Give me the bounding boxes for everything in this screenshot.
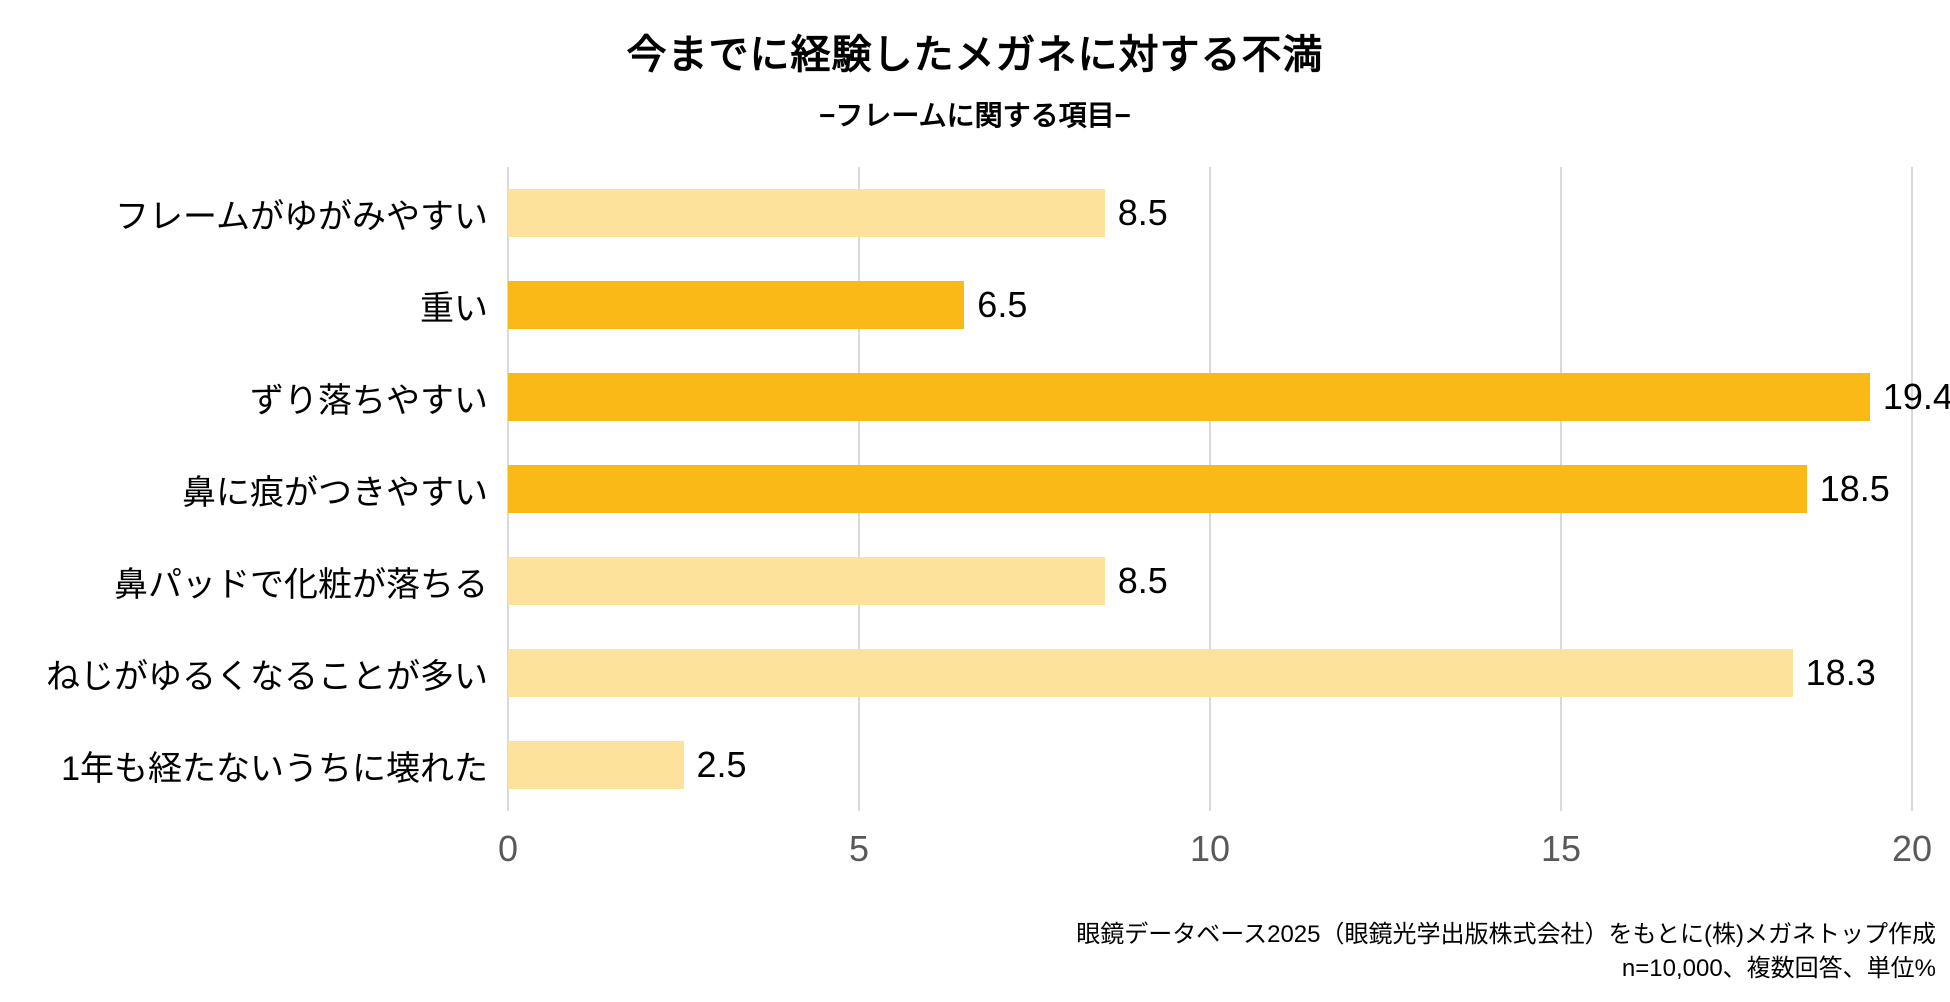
bar-row: 8.5 bbox=[508, 167, 1912, 259]
category-label: 鼻に痕がつきやすい bbox=[182, 473, 488, 512]
x-tick-label: 5 bbox=[848, 828, 870, 869]
bar-value-label: 19.4 bbox=[1882, 376, 1950, 417]
x-tick-label: 0 bbox=[497, 828, 519, 869]
bar-row: 18.5 bbox=[508, 443, 1912, 535]
chart-subtitle: −フレームに関する項目− bbox=[819, 100, 1131, 131]
bar bbox=[508, 189, 1105, 237]
category-label: 重い bbox=[420, 289, 488, 328]
bars-layer: 8.5 6.5 19.4 18.5 8.5 18.3 2.5 bbox=[508, 167, 1950, 811]
bar-row: 19.4 bbox=[508, 351, 1950, 443]
source-note: 眼鏡データベース2025（眼鏡光学出版株式会社）をもとに(株)メガネトップ作成 … bbox=[1076, 918, 1936, 986]
category-label: 鼻パッドで化粧が落ちる bbox=[114, 565, 488, 604]
bar-value-label: 2.5 bbox=[696, 744, 747, 785]
bar-value-label: 18.5 bbox=[1819, 468, 1890, 509]
category-label: 1年も経たないうちに壊れた bbox=[61, 749, 488, 788]
bar-value-label: 8.5 bbox=[1117, 192, 1168, 233]
bar bbox=[508, 373, 1870, 421]
gridline bbox=[1911, 167, 1913, 811]
bar bbox=[508, 557, 1105, 605]
bar-value-label: 8.5 bbox=[1117, 560, 1168, 601]
bar-value-label: 18.3 bbox=[1805, 652, 1876, 693]
category-label: ずり落ちやすい bbox=[250, 381, 488, 420]
bar-row: 6.5 bbox=[508, 259, 1912, 351]
bar-value-label: 6.5 bbox=[977, 284, 1028, 325]
bar-row: 18.3 bbox=[508, 627, 1912, 719]
bar bbox=[508, 281, 965, 329]
source-line-1: 眼鏡データベース2025（眼鏡光学出版株式会社）をもとに(株)メガネトップ作成 bbox=[1076, 921, 1936, 948]
category-label: ねじがゆるくなることが多い bbox=[46, 657, 488, 696]
x-tick-label: 20 bbox=[1891, 828, 1933, 869]
x-axis-ticks: 0 5 10 15 20 bbox=[498, 826, 1932, 872]
bar bbox=[508, 741, 684, 789]
category-label: フレームがゆがみやすい bbox=[115, 197, 488, 236]
bar bbox=[508, 649, 1793, 697]
x-tick-label: 15 bbox=[1540, 828, 1582, 869]
bar bbox=[508, 465, 1807, 513]
chart-title: 今までに経験したメガネに対する不満 bbox=[626, 33, 1324, 77]
source-line-2: n=10,000、複数回答、単位% bbox=[1621, 955, 1936, 983]
x-tick-label: 10 bbox=[1189, 828, 1231, 869]
bar-row: 2.5 bbox=[508, 719, 1912, 811]
plot-area: 8.5 6.5 19.4 18.5 8.5 18.3 2.5 bbox=[507, 167, 1950, 811]
bar-row: 8.5 bbox=[508, 535, 1912, 627]
category-labels: フレームがゆがみやすい重いずり落ちやすい鼻に痕がつきやすい鼻パッドで化粧が落ちる… bbox=[0, 167, 488, 811]
